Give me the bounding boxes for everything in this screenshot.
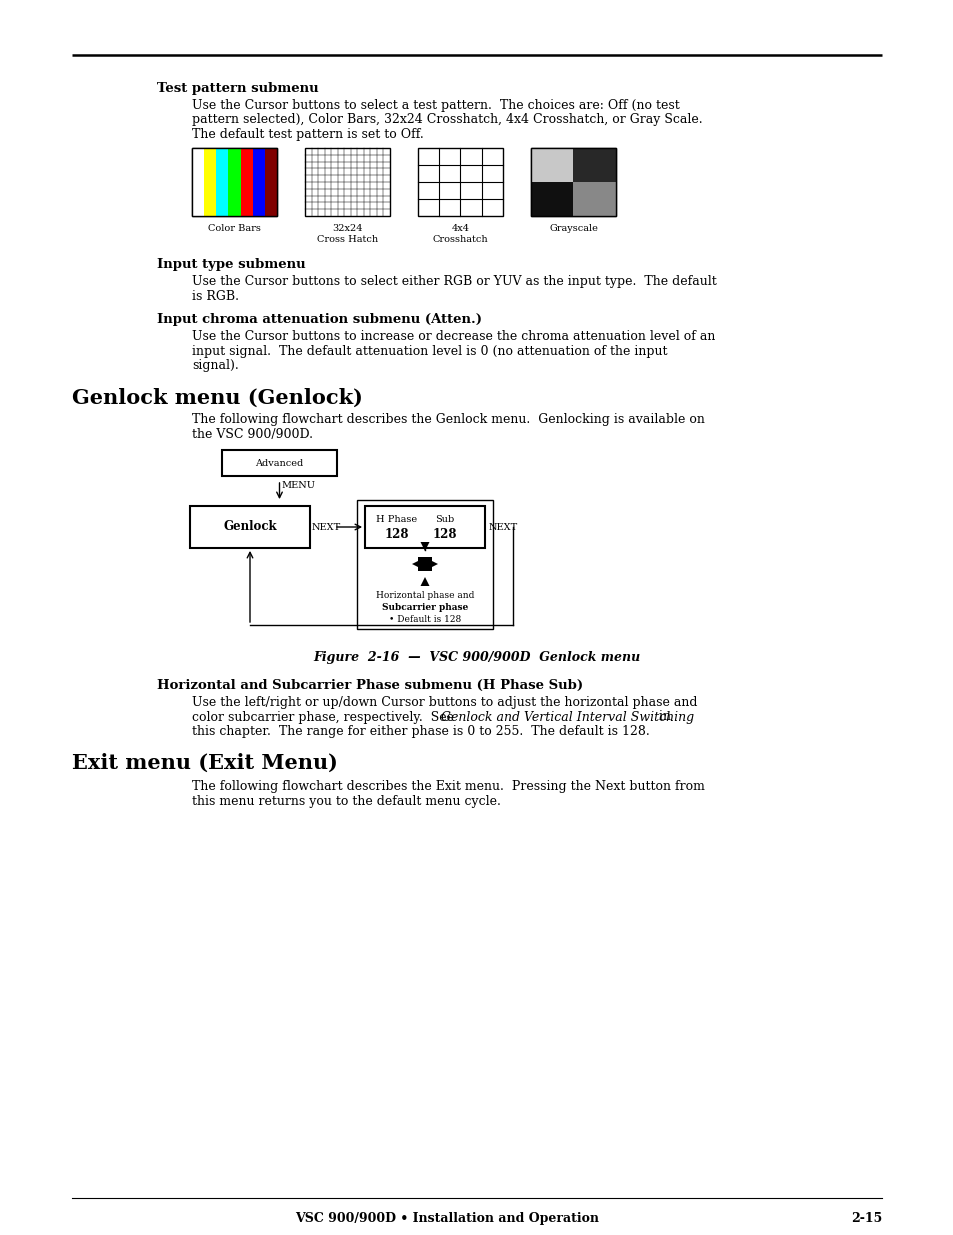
Text: 128: 128 [433, 527, 456, 541]
Bar [356, 500, 493, 629]
Bar [216, 148, 228, 216]
Bar [365, 506, 484, 548]
Bar [417, 148, 502, 216]
Text: Use the Cursor buttons to increase or decrease the chroma attenuation level of a: Use the Cursor buttons to increase or de… [192, 331, 715, 343]
Bar [573, 182, 616, 216]
Text: this chapter.  The range for either phase is 0 to 255.  The default is 128.: this chapter. The range for either phase… [192, 725, 649, 739]
Text: Genlock: Genlock [223, 520, 276, 534]
Text: Subcarrier phase: Subcarrier phase [381, 603, 468, 613]
Text: Genlock menu (Genlock): Genlock menu (Genlock) [71, 388, 362, 408]
Bar [253, 148, 265, 216]
Text: Exit menu (Exit Menu): Exit menu (Exit Menu) [71, 753, 337, 773]
Bar [417, 557, 432, 571]
Text: Genlock and Vertical Interval Switching: Genlock and Vertical Interval Switching [440, 710, 694, 724]
Text: Horizontal and Subcarrier Phase submenu (H Phase Sub): Horizontal and Subcarrier Phase submenu … [157, 679, 582, 692]
Bar [531, 182, 573, 216]
Text: NEXT: NEXT [312, 522, 341, 531]
Bar [573, 148, 616, 182]
Text: signal).: signal). [192, 359, 238, 373]
Text: 32x24: 32x24 [332, 224, 362, 233]
Text: Grayscale: Grayscale [549, 224, 598, 233]
Bar [305, 148, 390, 216]
Text: • Default is 128: • Default is 128 [389, 615, 460, 624]
Text: Use the left/right or up/down Cursor buttons to adjust the horizontal phase and: Use the left/right or up/down Cursor but… [192, 697, 697, 709]
Bar [192, 148, 276, 216]
Text: 4x4: 4x4 [451, 224, 469, 233]
Bar [204, 148, 216, 216]
Bar [531, 148, 616, 216]
Text: VSC 900/900D • Installation and Operation: VSC 900/900D • Installation and Operatio… [294, 1212, 598, 1225]
Text: The following flowchart describes the Genlock menu.  Genlocking is available on: The following flowchart describes the Ge… [192, 414, 704, 426]
Text: Sub: Sub [435, 515, 455, 525]
Text: H Phase: H Phase [376, 515, 417, 525]
Polygon shape [420, 577, 429, 585]
Text: is RGB.: is RGB. [192, 289, 239, 303]
Bar [265, 148, 276, 216]
Text: MENU: MENU [281, 482, 315, 490]
Text: color subcarrier phase, respectively.  See: color subcarrier phase, respectively. Se… [192, 710, 457, 724]
Text: this menu returns you to the default menu cycle.: this menu returns you to the default men… [192, 794, 500, 808]
Bar [190, 506, 310, 548]
Text: pattern selected), Color Bars, 32x24 Crosshatch, 4x4 Crosshatch, or Gray Scale.: pattern selected), Color Bars, 32x24 Cro… [192, 114, 702, 126]
Text: in: in [655, 710, 670, 724]
Polygon shape [412, 559, 420, 568]
Text: 128: 128 [384, 527, 409, 541]
Text: Color Bars: Color Bars [208, 224, 261, 233]
Bar [222, 450, 336, 475]
Text: Use the Cursor buttons to select either RGB or YUV as the input type.  The defau: Use the Cursor buttons to select either … [192, 275, 716, 288]
Polygon shape [420, 542, 429, 551]
Bar [228, 148, 240, 216]
Bar [192, 148, 204, 216]
Bar [192, 148, 276, 216]
Text: 2-15: 2-15 [850, 1212, 882, 1225]
Text: Cross Hatch: Cross Hatch [316, 235, 377, 245]
Text: Test pattern submenu: Test pattern submenu [157, 82, 318, 95]
Text: The default test pattern is set to Off.: The default test pattern is set to Off. [192, 128, 423, 141]
Text: NEXT: NEXT [489, 522, 517, 531]
Text: Advanced: Advanced [255, 458, 303, 468]
Text: Figure  2-16  —  VSC 900/900D  Genlock menu: Figure 2-16 — VSC 900/900D Genlock menu [313, 651, 640, 664]
Text: the VSC 900/900D.: the VSC 900/900D. [192, 429, 313, 441]
Text: Crosshatch: Crosshatch [433, 235, 488, 245]
Text: Input chroma attenuation submenu (Atten.): Input chroma attenuation submenu (Atten.… [157, 314, 481, 326]
Bar [531, 148, 616, 216]
Text: Horizontal phase and: Horizontal phase and [375, 592, 474, 600]
Bar [531, 148, 573, 182]
Bar [240, 148, 253, 216]
Text: Use the Cursor buttons to select a test pattern.  The choices are: Off (no test: Use the Cursor buttons to select a test … [192, 99, 679, 112]
Text: Input type submenu: Input type submenu [157, 258, 305, 270]
Text: The following flowchart describes the Exit menu.  Pressing the Next button from: The following flowchart describes the Ex… [192, 781, 704, 793]
Text: input signal.  The default attenuation level is 0 (no attenuation of the input: input signal. The default attenuation le… [192, 345, 667, 358]
Polygon shape [429, 559, 437, 568]
